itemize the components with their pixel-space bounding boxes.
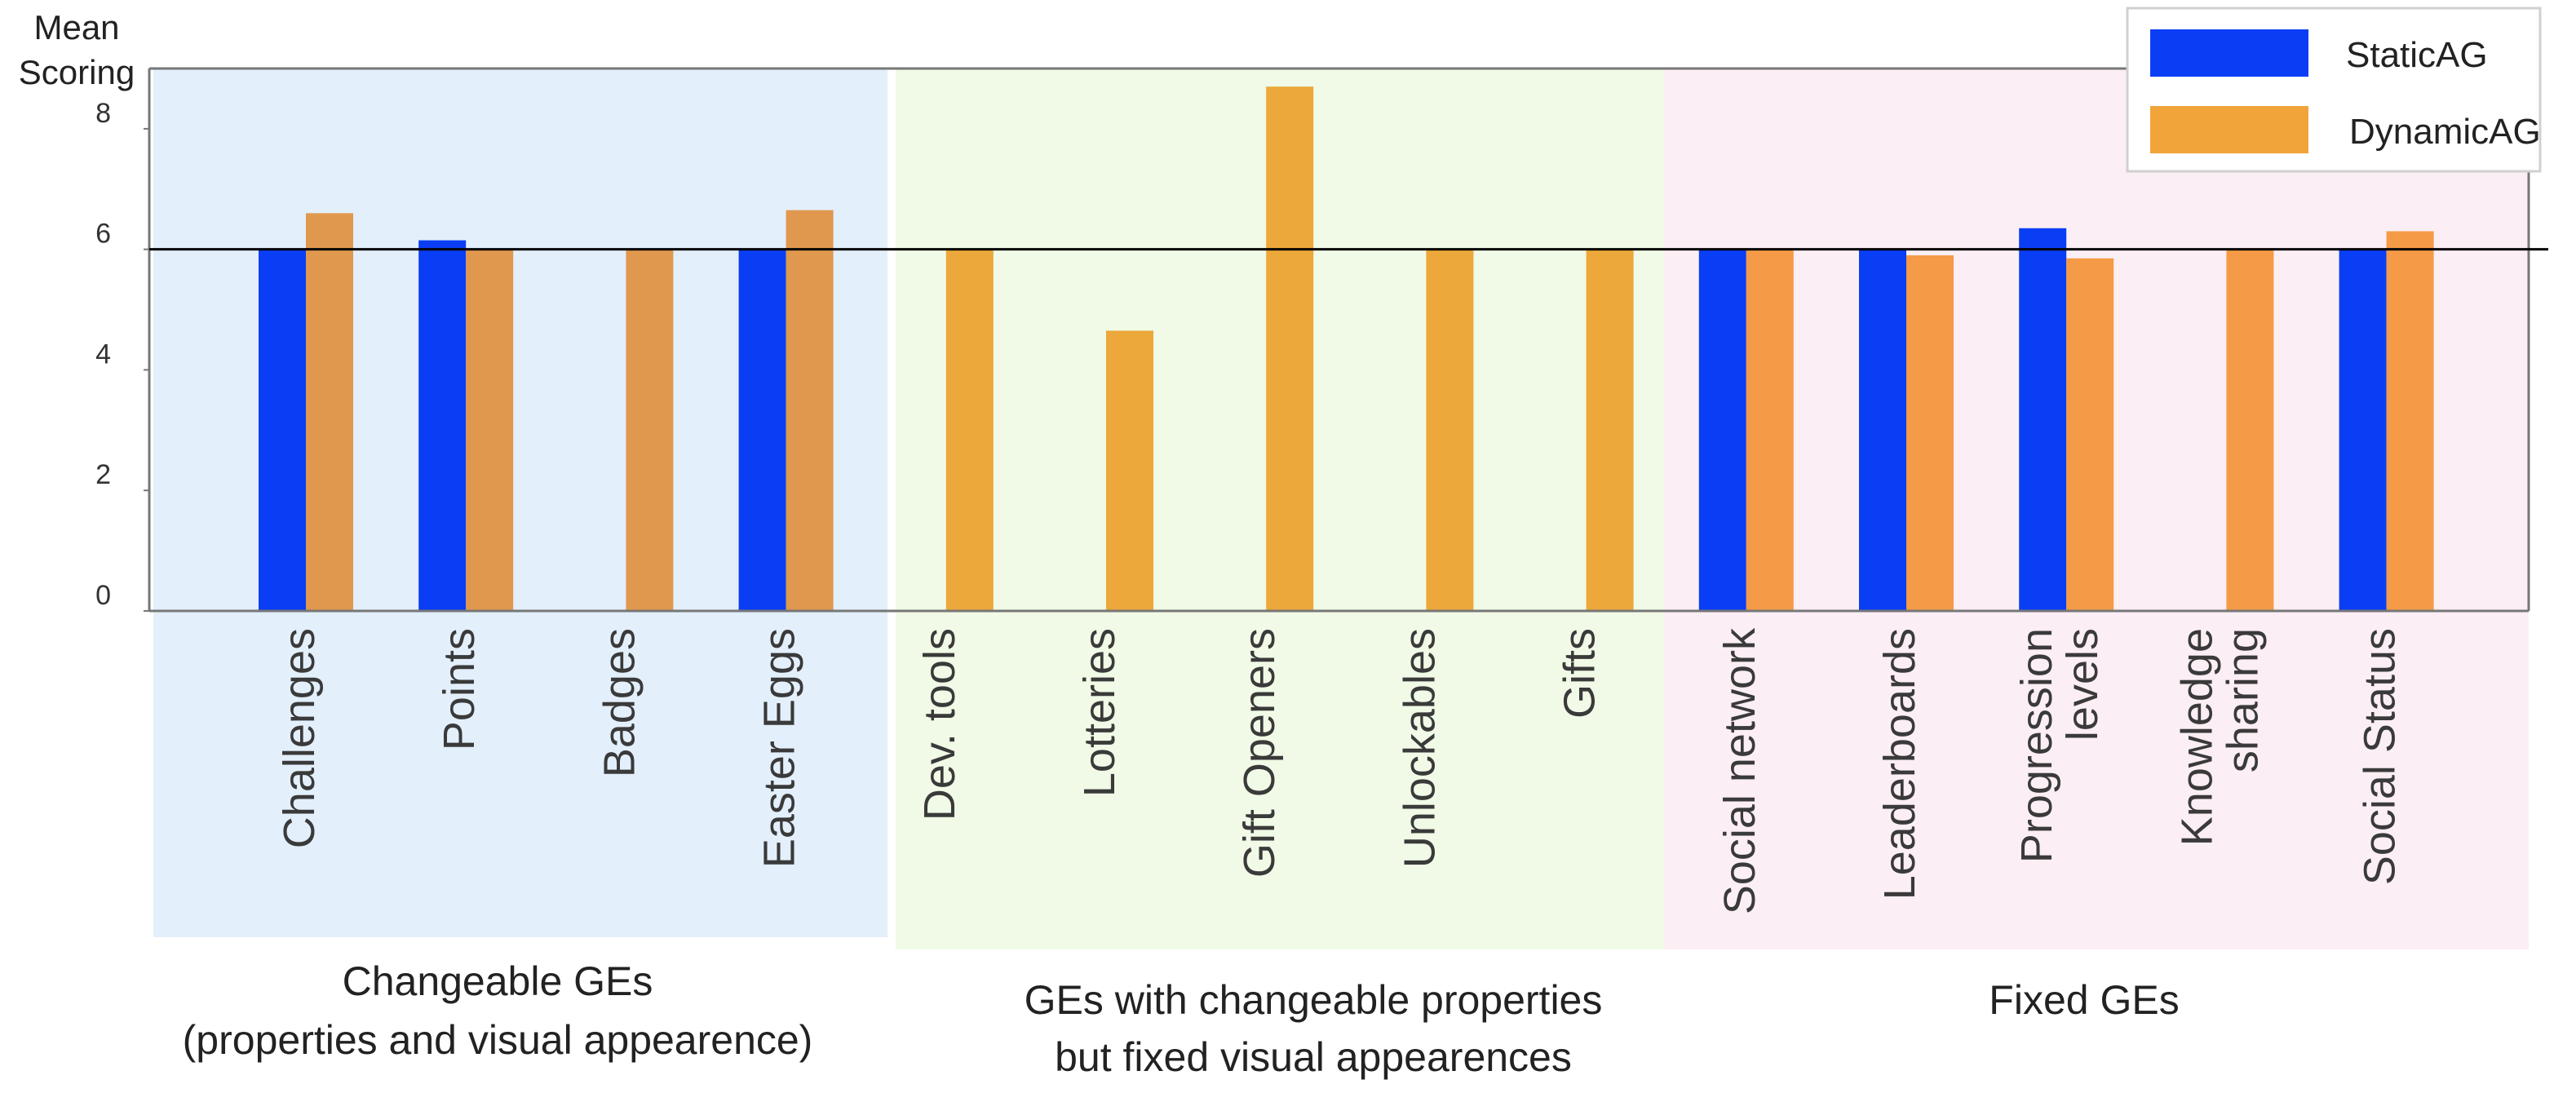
bar-dynamicag-easter-eggs (786, 210, 834, 611)
x-tick-label-gift-openers: Gift Openers (1235, 628, 1284, 878)
group-label-changeable-ges-line-1: Changeable GEs (343, 958, 653, 1004)
bar-staticag-challenges (259, 249, 306, 611)
y-axis: Mean Scoring (19, 8, 135, 91)
bar-dynamicag-gifts (1586, 249, 1634, 611)
bar-staticag-social-status (2339, 249, 2387, 611)
bar-dynamicag-social-network (1746, 249, 1794, 611)
y-ticks: 0 2 4 6 8 (95, 98, 149, 612)
legend-swatch-static (2150, 29, 2308, 77)
bar-dynamicag-social-status (2386, 231, 2434, 611)
x-tick-label-knowledge-sharing-line-1: Knowledge (2172, 628, 2221, 846)
bar-staticag-progression-levels (2019, 228, 2067, 611)
x-tick-label-lotteries: Lotteries (1075, 628, 1124, 797)
x-tick-label-leaderboards: Leaderboards (1875, 628, 1924, 900)
group-label-ges-with-changeable-properties-but-fixed-visual-appearences-line-1: GEs with changeable properties (1025, 977, 1603, 1023)
y-tick-label-4: 4 (95, 339, 111, 369)
group-label-ges-with-changeable-properties-but-fixed-visual-appearences-line-2: but fixed visual appearences (1055, 1034, 1572, 1080)
category-labels: Challenges Points Badges Easter Eggs Dev. to… (275, 627, 2405, 914)
legend-label-dynamic: DynamicAG (2349, 112, 2541, 152)
y-axis-title-line-1: Mean (33, 8, 119, 46)
bar-staticag-leaderboards (1859, 249, 1906, 611)
y-tick-label-0: 0 (95, 580, 111, 611)
bar-dynamicag-unlockables (1426, 249, 1474, 611)
x-tick-label-easter-eggs: Easter Eggs (755, 628, 804, 868)
bar-staticag-easter-eggs (738, 249, 786, 611)
x-tick-label-challenges: Challenges (275, 628, 324, 848)
x-tick-label-gifts: Gifts (1556, 628, 1604, 719)
group-labels: Changeable GEs (properties and visual app… (183, 958, 2180, 1080)
legend-swatch-dynamic (2150, 106, 2308, 153)
bars (259, 86, 2434, 611)
x-tick-label-knowledge-sharing-line-2: sharing (2218, 628, 2267, 772)
group-label-changeable-ges-line-2: (properties and visual appearence) (183, 1017, 813, 1063)
bar-dynamicag-progression-levels (2066, 258, 2114, 611)
bar-dynamicag-dev-tools (945, 249, 994, 611)
y-axis-title-line-2: Scoring (19, 53, 135, 91)
x-tick-label-dev-tools: Dev. tools (915, 628, 964, 821)
y-tick-label-8: 8 (95, 98, 111, 129)
x-tick-label-progression-levels-line-2: levels (2058, 628, 2107, 741)
x-tick-label-social-status: Social Status (2356, 628, 2405, 885)
group-label-fixed-ges-line-1: Fixed GEs (1989, 977, 2179, 1023)
bar-dynamicag-badges (626, 249, 674, 611)
bar-dynamicag-knowledge-sharing (2226, 249, 2274, 611)
x-tick-label-social-network: Social network (1715, 627, 1764, 914)
y-tick-label-6: 6 (95, 219, 111, 250)
legend: StaticAG DynamicAG (2126, 7, 2542, 173)
bar-staticag-points (418, 240, 467, 611)
bar-dynamicag-lotteries (1106, 330, 1153, 611)
bar-staticag-social-network (1698, 249, 1746, 611)
x-tick-label-points: Points (435, 628, 484, 750)
x-tick-label-progression-levels-line-1: Progression (2012, 628, 2061, 863)
y-tick-label-2: 2 (95, 459, 111, 490)
bar-dynamicag-points (466, 249, 514, 611)
bar-dynamicag-gift-openers (1266, 86, 1314, 611)
bar-dynamicag-challenges (306, 213, 353, 611)
bar-dynamicag-leaderboards (1906, 255, 1954, 611)
x-tick-label-badges: Badges (595, 628, 644, 777)
legend-label-static: StaticAG (2346, 35, 2488, 75)
x-tick-label-unlockables: Unlockables (1395, 628, 1444, 868)
